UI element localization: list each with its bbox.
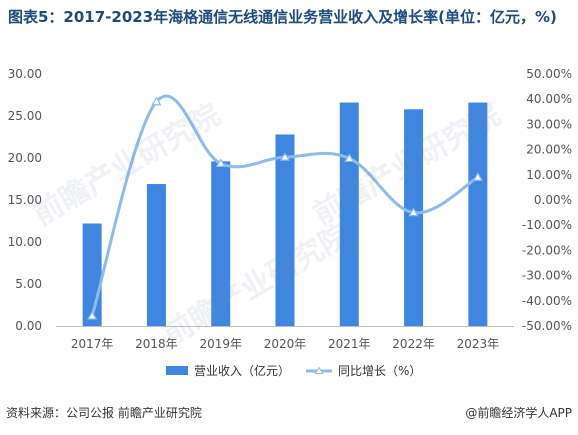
x-tick-label: 2019年	[199, 337, 242, 351]
legend-label-revenue: 营业收入（亿元）	[194, 364, 291, 378]
legend: 营业收入（亿元） 同比增长（%）	[0, 362, 578, 382]
point-growth	[151, 96, 162, 106]
brand-label: @前瞻经济学人APP	[465, 406, 572, 420]
y-left-tick-label: 5.00	[15, 277, 42, 291]
y-right-tick-label: 20.00%	[526, 143, 572, 157]
bar-revenue	[404, 109, 424, 326]
x-tick-label: 2023年	[457, 337, 500, 351]
bar-revenue	[275, 134, 295, 326]
x-tick-label: 2020年	[264, 337, 307, 351]
source-note: 资料来源：公司公报 前瞻产业研究院	[6, 406, 202, 420]
bar-revenue	[468, 102, 488, 326]
y-left-tick-label: 20.00	[8, 151, 42, 165]
x-tick-label: 2017年	[71, 337, 114, 351]
legend-item-growth[interactable]: 同比增长（%）	[306, 362, 421, 379]
bar-revenue	[146, 184, 166, 326]
y-right-tick-label: 0.00%	[534, 193, 572, 207]
y-right-tick-label: -10.00%	[522, 218, 572, 232]
x-tick-label: 2018年	[135, 337, 178, 351]
legend-swatch-line	[306, 366, 332, 374]
y-right-tick-label: 50.00%	[526, 67, 572, 81]
bar-revenue	[339, 102, 359, 326]
x-tick-label: 2021年	[328, 337, 371, 351]
y-left-tick-label: 30.00	[8, 67, 42, 81]
y-right-tick-label: 30.00%	[526, 117, 572, 131]
chart-title: 图表5：2017-2023年海格通信无线通信业务营业收入及增长率(单位：亿元，%…	[8, 8, 557, 26]
legend-item-revenue[interactable]: 营业收入（亿元）	[166, 362, 290, 379]
legend-label-growth: 同比增长（%）	[338, 364, 422, 378]
bar-revenue	[211, 161, 231, 326]
line-growth	[90, 94, 479, 317]
point-growth	[215, 158, 226, 168]
y-right-tick-label: 40.00%	[526, 92, 572, 106]
y-right-tick-label: -50.00%	[522, 319, 572, 333]
y-left-tick-label: 15.00	[8, 193, 42, 207]
footer: 资料来源：公司公报 前瞻产业研究院 @前瞻经济学人APP	[6, 404, 572, 424]
point-growth	[87, 310, 98, 320]
y-right-tick-label: -40.00%	[522, 294, 572, 308]
point-growth	[408, 207, 419, 217]
y-right-tick-label: -30.00%	[522, 269, 572, 283]
y-left-tick-label: 25.00	[8, 109, 42, 123]
y-left-tick-label: 10.00	[8, 235, 42, 249]
y-right-tick-label: -20.00%	[522, 243, 572, 257]
y-left-tick-label: 0.00	[15, 319, 42, 333]
y-right-tick-label: 10.00%	[526, 168, 572, 182]
point-growth	[279, 151, 291, 161]
legend-swatch-bar	[166, 366, 188, 375]
x-tick-label: 2022年	[392, 337, 435, 351]
point-growth	[472, 172, 483, 181]
point-growth	[344, 153, 355, 163]
